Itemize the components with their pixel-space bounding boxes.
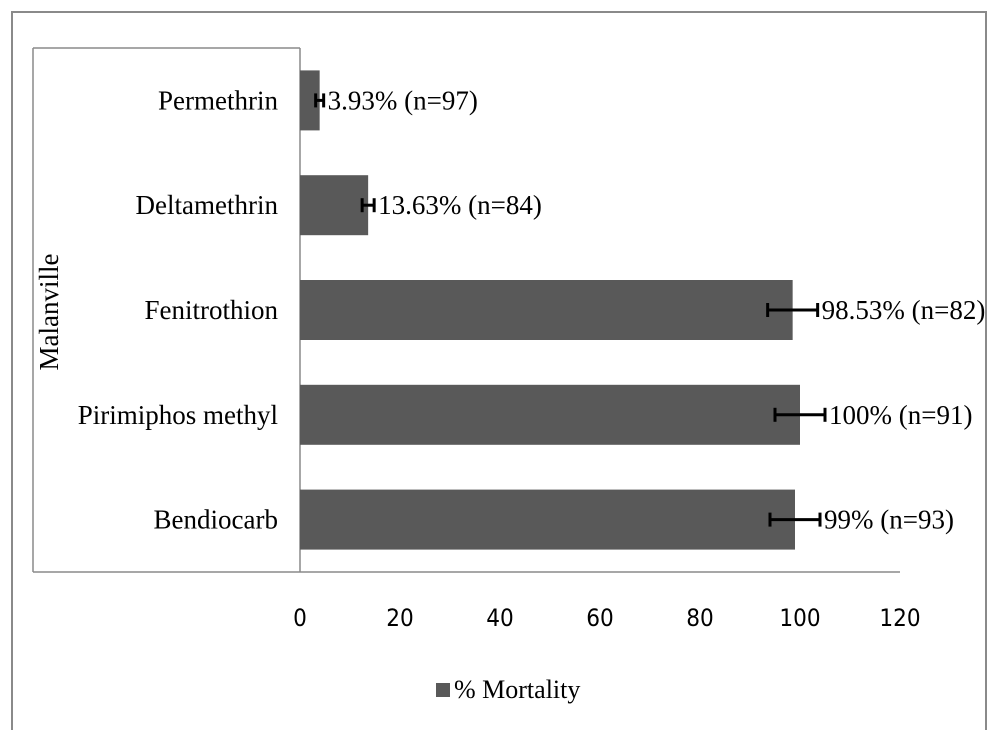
legend: % Mortality (436, 675, 580, 704)
data-label-4: 99% (n=93) (824, 505, 954, 535)
x-tick-2: 40 (486, 604, 513, 632)
category-label-2: Fenitrothion (145, 295, 279, 325)
error-bars (314, 93, 827, 527)
legend-label: % Mortality (454, 675, 580, 704)
data-labels: 3.93% (n=97) 13.63% (n=84) 98.53% (n=82) 10… (328, 85, 986, 534)
category-label-4: Bendiocarb (154, 505, 278, 535)
category-label-0: Permethrin (158, 85, 278, 115)
x-tick-0: 0 (293, 604, 307, 632)
bar-1 (300, 175, 369, 236)
x-tick-5: 100 (779, 604, 820, 632)
data-label-3: 100% (n=91) (829, 400, 972, 430)
category-label-3: Pirimiphos methyl (78, 400, 278, 430)
bar-3 (300, 384, 800, 445)
x-tick-6: 120 (879, 604, 920, 632)
category-labels: Permethrin Deltamethrin Fenitrothion Pirimi… (78, 85, 279, 534)
bar-4 (300, 489, 795, 550)
legend-swatch (436, 683, 450, 697)
x-tick-4: 80 (686, 604, 713, 632)
bar-0 (300, 70, 320, 131)
bars (300, 70, 800, 550)
data-label-0: 3.93% (n=97) (328, 85, 478, 115)
x-tick-3: 60 (586, 604, 613, 632)
category-label-1: Deltamethrin (136, 190, 279, 220)
group-label: Malanville (34, 254, 64, 371)
bar-2 (300, 280, 793, 340)
chart-frame (11, 11, 987, 730)
data-label-2: 98.53% (n=82) (822, 295, 986, 325)
data-label-1: 13.63% (n=84) (378, 190, 542, 220)
x-tick-1: 20 (386, 604, 413, 632)
x-tick-labels: 0 20 40 60 80 100 120 (293, 604, 920, 632)
